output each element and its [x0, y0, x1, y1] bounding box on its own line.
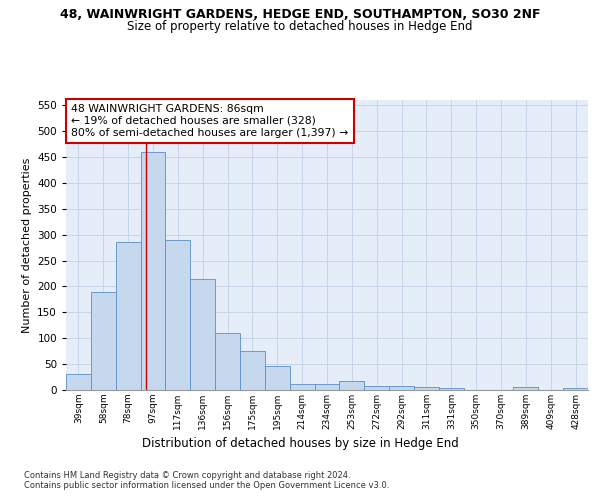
Bar: [514, 388, 538, 390]
Bar: [314, 384, 340, 390]
Bar: [290, 384, 314, 390]
Text: Size of property relative to detached houses in Hedge End: Size of property relative to detached ho…: [127, 20, 473, 33]
Text: 48 WAINWRIGHT GARDENS: 86sqm
← 19% of detached houses are smaller (328)
80% of s: 48 WAINWRIGHT GARDENS: 86sqm ← 19% of de…: [71, 104, 349, 138]
Text: Contains HM Land Registry data © Crown copyright and database right 2024.: Contains HM Land Registry data © Crown c…: [24, 470, 350, 480]
Bar: [364, 386, 389, 390]
Bar: [140, 152, 166, 390]
Text: Distribution of detached houses by size in Hedge End: Distribution of detached houses by size …: [142, 438, 458, 450]
Y-axis label: Number of detached properties: Number of detached properties: [22, 158, 32, 332]
Bar: [166, 240, 190, 390]
Text: Contains public sector information licensed under the Open Government Licence v3: Contains public sector information licen…: [24, 480, 389, 490]
Bar: [91, 292, 116, 390]
Bar: [340, 380, 364, 390]
Bar: [190, 278, 215, 390]
Bar: [389, 386, 414, 390]
Bar: [240, 351, 265, 390]
Bar: [215, 333, 240, 390]
Bar: [563, 388, 588, 390]
Bar: [265, 366, 290, 390]
Bar: [439, 388, 464, 390]
Text: 48, WAINWRIGHT GARDENS, HEDGE END, SOUTHAMPTON, SO30 2NF: 48, WAINWRIGHT GARDENS, HEDGE END, SOUTH…: [60, 8, 540, 20]
Bar: [414, 388, 439, 390]
Bar: [116, 242, 140, 390]
Bar: [66, 374, 91, 390]
